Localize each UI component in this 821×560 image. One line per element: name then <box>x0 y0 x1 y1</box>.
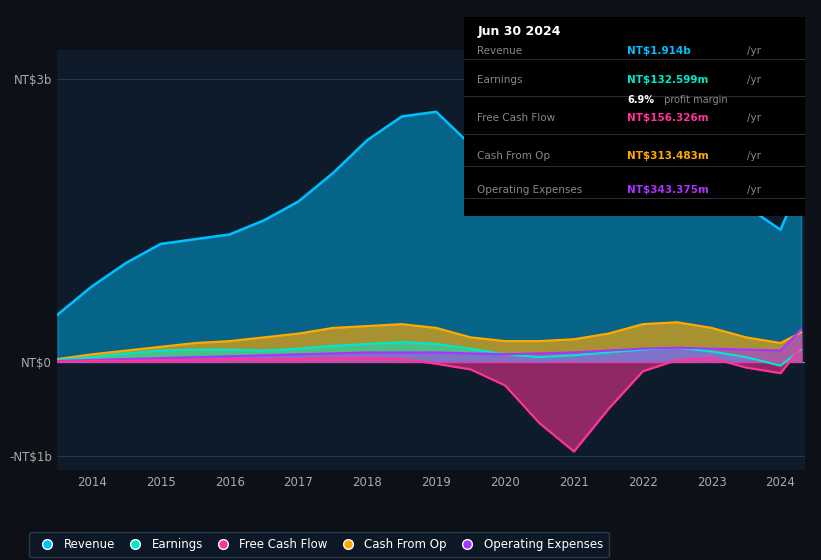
Text: NT$132.599m: NT$132.599m <box>627 76 709 86</box>
Text: NT$1.914b: NT$1.914b <box>627 45 691 55</box>
Text: Free Cash Flow: Free Cash Flow <box>478 113 556 123</box>
Text: /yr: /yr <box>746 113 761 123</box>
Text: Revenue: Revenue <box>478 45 523 55</box>
Legend: Revenue, Earnings, Free Cash Flow, Cash From Op, Operating Expenses: Revenue, Earnings, Free Cash Flow, Cash … <box>30 532 608 557</box>
Text: Cash From Op: Cash From Op <box>478 151 551 161</box>
Text: NT$156.326m: NT$156.326m <box>627 113 709 123</box>
Text: /yr: /yr <box>746 45 761 55</box>
Text: /yr: /yr <box>746 76 761 86</box>
Text: 6.9%: 6.9% <box>627 95 654 105</box>
Text: /yr: /yr <box>746 151 761 161</box>
Text: NT$343.375m: NT$343.375m <box>627 185 709 195</box>
Text: NT$313.483m: NT$313.483m <box>627 151 709 161</box>
Text: Earnings: Earnings <box>478 76 523 86</box>
Text: Operating Expenses: Operating Expenses <box>478 185 583 195</box>
Text: /yr: /yr <box>746 185 761 195</box>
Text: profit margin: profit margin <box>662 95 728 105</box>
Text: Jun 30 2024: Jun 30 2024 <box>478 25 561 38</box>
